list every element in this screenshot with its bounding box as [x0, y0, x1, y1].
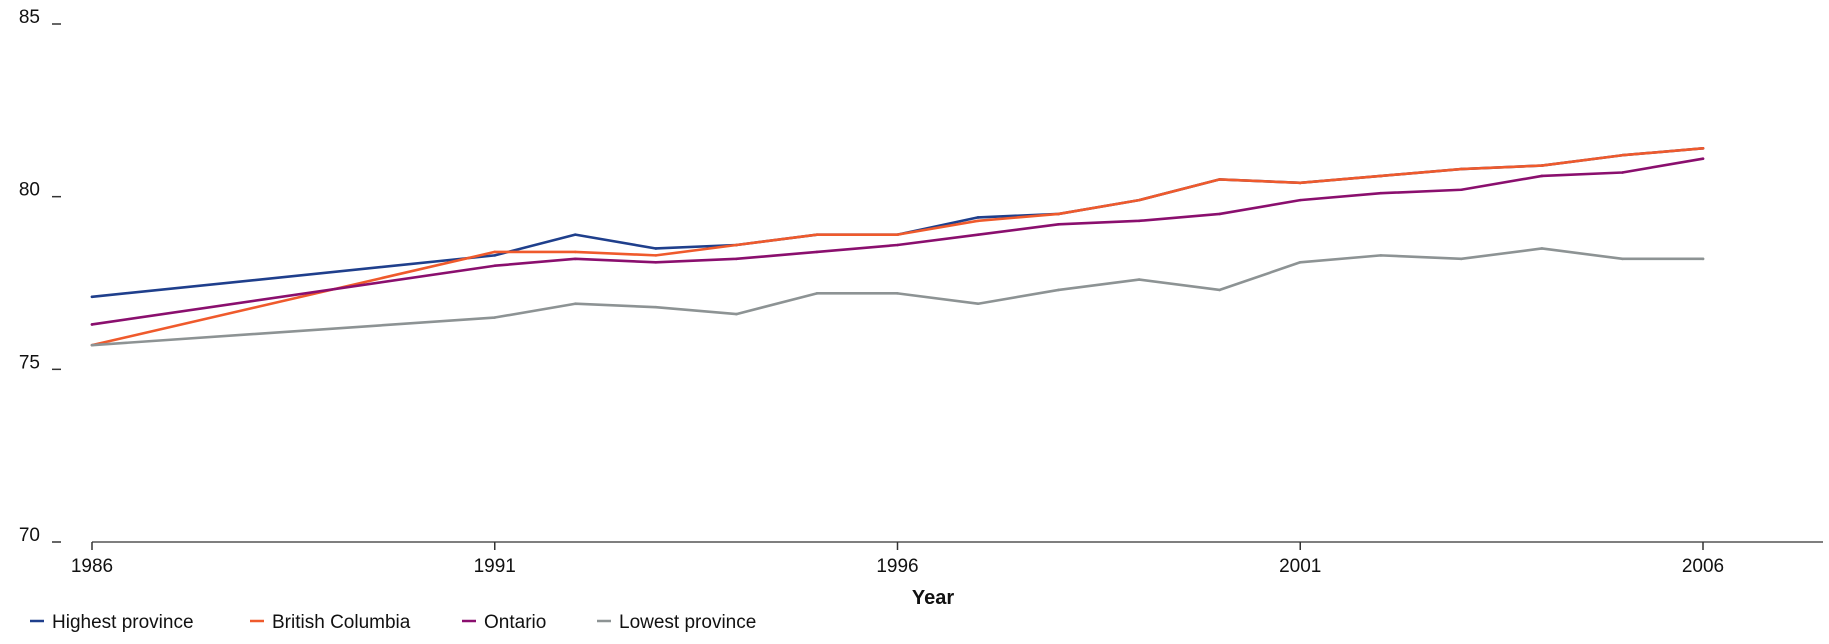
legend-item: Highest province: [30, 612, 194, 633]
data-point: [1701, 257, 1705, 261]
data-point: [1460, 257, 1463, 261]
data-point: [896, 292, 899, 295]
x-tick-label: 2001: [1279, 556, 1321, 577]
data-point: [1701, 157, 1705, 160]
series-line: [90, 247, 1705, 347]
data-point: [654, 260, 658, 264]
axes: 70 75 80 85 1986 1991 1996 2001 2006: [19, 7, 1823, 577]
x-tick-label: 1986: [71, 556, 113, 577]
data-point: [1137, 219, 1141, 223]
series-line: [90, 147, 1705, 347]
data-point: [815, 233, 819, 236]
data-point: [1137, 278, 1141, 281]
data-point: [976, 233, 980, 236]
data-point: [1137, 198, 1141, 202]
series-3: [90, 247, 1705, 347]
series-line: [90, 157, 1705, 326]
data-point: [1057, 222, 1060, 226]
data-point: [1540, 174, 1544, 178]
data-point: [1218, 212, 1221, 216]
data-point: [1460, 188, 1463, 192]
legend-item: Ontario: [462, 612, 546, 633]
y-tick-label: 85: [19, 7, 40, 28]
x-tick-label: 2006: [1682, 556, 1724, 577]
legend-label: Ontario: [484, 612, 546, 633]
data-point: [493, 254, 497, 257]
series-line: [90, 147, 1705, 299]
data-point: [815, 250, 819, 254]
series-lines: [90, 147, 1705, 347]
data-point: [1379, 174, 1383, 178]
data-point: [493, 250, 497, 254]
data-point: [1379, 254, 1383, 257]
data-point: [654, 247, 658, 250]
x-axis-title: Year: [912, 587, 954, 609]
data-point: [1298, 181, 1302, 185]
data-point: [976, 302, 980, 306]
data-point: [574, 250, 577, 254]
data-point: [90, 343, 94, 347]
legend-label: Lowest province: [619, 612, 756, 633]
data-point: [574, 233, 577, 236]
data-point: [574, 257, 577, 261]
data-point: [1621, 257, 1624, 261]
data-point: [1057, 288, 1060, 292]
legend-label: British Columbia: [272, 612, 411, 633]
y-tick-label: 80: [19, 180, 40, 201]
data-point: [493, 316, 497, 319]
x-tick-label: 1991: [474, 556, 516, 577]
data-point: [1621, 153, 1624, 157]
data-point: [90, 323, 94, 326]
data-point: [1460, 167, 1463, 171]
x-tick-label: 1996: [876, 556, 918, 577]
series-1: [90, 147, 1705, 347]
data-point: [90, 295, 94, 299]
data-point: [1298, 260, 1302, 264]
data-point: [1540, 247, 1544, 250]
data-point: [735, 312, 738, 316]
data-point: [1218, 178, 1221, 181]
legend-item: Lowest province: [597, 612, 756, 633]
data-point: [574, 302, 577, 306]
data-point: [1540, 164, 1544, 167]
legend-label: Highest province: [52, 612, 194, 633]
data-point: [1701, 147, 1705, 150]
data-point: [654, 305, 658, 309]
data-point: [735, 243, 738, 247]
data-point: [1218, 288, 1221, 292]
data-point: [735, 257, 738, 261]
y-tick-label: 70: [19, 525, 40, 546]
data-point: [1621, 171, 1624, 174]
series-2: [90, 157, 1705, 326]
data-point: [1057, 212, 1060, 216]
data-point: [976, 216, 980, 219]
data-point: [1379, 191, 1383, 195]
data-point: [1298, 198, 1302, 202]
data-point: [654, 254, 658, 257]
y-tick-label: 75: [19, 352, 40, 373]
legend-item: British Columbia: [250, 612, 411, 633]
data-point: [896, 243, 899, 247]
data-point: [896, 233, 899, 236]
data-point: [493, 264, 497, 268]
data-point: [815, 292, 819, 295]
legend: Highest province British Columbia Ontario L…: [30, 612, 756, 633]
data-point: [976, 219, 980, 223]
